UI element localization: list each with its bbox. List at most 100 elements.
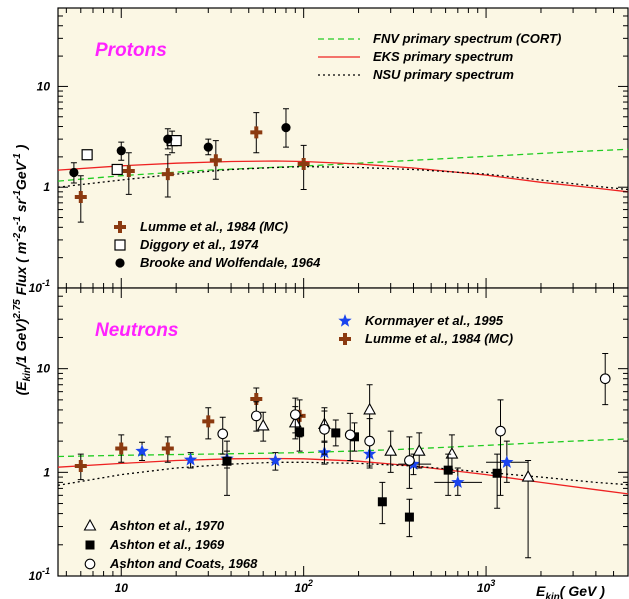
legend-label: Ashton et al., 1969 bbox=[109, 537, 225, 552]
legend-marker bbox=[114, 239, 126, 251]
series-filled-circle-protons bbox=[69, 108, 291, 184]
data-point bbox=[451, 475, 465, 488]
data-point bbox=[69, 167, 79, 178]
data-point bbox=[122, 164, 135, 177]
legend-marker bbox=[338, 314, 352, 327]
data-point bbox=[492, 468, 502, 478]
data-point bbox=[115, 442, 128, 455]
data-point bbox=[217, 428, 229, 440]
error-bar bbox=[497, 399, 504, 496]
data-point bbox=[599, 373, 611, 385]
data-point bbox=[256, 418, 270, 431]
curve-eks-protons bbox=[57, 160, 629, 193]
data-point bbox=[161, 442, 174, 455]
legend-label: Kornmayer et al., 1995 bbox=[365, 313, 504, 328]
data-point bbox=[209, 154, 222, 167]
data-point bbox=[163, 134, 173, 144]
data-point bbox=[268, 453, 283, 467]
data-point bbox=[183, 452, 198, 466]
legend-marker bbox=[115, 258, 125, 268]
data-point bbox=[412, 444, 426, 456]
data-point bbox=[297, 157, 310, 170]
axes: 10-1 1 10 10-1 1 10 10 102 103 bbox=[29, 7, 629, 595]
legend-label: Lumme et al., 1984 (MC) bbox=[365, 331, 513, 346]
y-tick-label: 1 bbox=[43, 180, 50, 194]
legend-label: Lumme et al., 1984 (MC) bbox=[140, 219, 288, 234]
legend-label: NSU primary spectrum bbox=[373, 67, 514, 82]
data-point bbox=[250, 392, 263, 405]
x-tick-label: 102 bbox=[294, 578, 312, 595]
plot-area-protons bbox=[57, 7, 629, 289]
curve-fnv-neutrons bbox=[57, 438, 629, 458]
data-point bbox=[500, 455, 514, 468]
x-axis-title: Ekin( GeV ) bbox=[536, 583, 605, 599]
error-bar bbox=[224, 440, 231, 496]
legend-label: Brooke and Wolfendale, 1964 bbox=[140, 255, 321, 270]
curve-fnv-protons bbox=[57, 148, 629, 182]
y-tick-label: 10-1 bbox=[29, 278, 50, 295]
data-points-protons bbox=[69, 108, 310, 223]
data-point bbox=[170, 135, 182, 147]
legend-marker bbox=[339, 333, 351, 345]
y-axis-title: (Ekin/1 GeV)2.75 Flux ( m-2s-1 sr-1GeV-1… bbox=[12, 144, 33, 395]
data-point bbox=[289, 409, 301, 421]
data-point bbox=[135, 444, 149, 457]
y-tick-label: 10-1 bbox=[29, 566, 50, 583]
data-point bbox=[363, 402, 377, 415]
error-bar bbox=[494, 453, 501, 509]
legend-marker bbox=[114, 221, 126, 233]
data-point bbox=[377, 497, 387, 507]
data-point bbox=[521, 469, 535, 482]
y-tick-label: 10 bbox=[37, 79, 51, 93]
error-bar bbox=[445, 453, 452, 496]
legend-marker bbox=[84, 558, 96, 570]
data-point bbox=[443, 465, 453, 475]
data-point bbox=[250, 126, 263, 139]
data-point bbox=[331, 428, 341, 438]
data-point bbox=[81, 149, 93, 161]
panel-bottom: Neutrons Kornmayer et al., 1995 Lumme et … bbox=[57, 287, 629, 577]
data-point bbox=[161, 168, 174, 181]
data-point bbox=[74, 190, 87, 203]
legend-label: FNV primary spectrum (CORT) bbox=[373, 31, 561, 46]
series-cross-protons bbox=[74, 112, 310, 223]
panel-top: Protons FNV primary spectrum (CORT) EKS p… bbox=[57, 7, 629, 289]
data-point bbox=[295, 427, 305, 437]
legend-protons: FNV primary spectrum (CORT) EKS primary s… bbox=[114, 31, 561, 270]
series-open-circle-neutrons bbox=[217, 353, 611, 496]
data-point bbox=[319, 423, 330, 435]
legend-label: EKS primary spectrum bbox=[373, 49, 514, 64]
legend-neutrons: Kornmayer et al., 1995 Lumme et al., 1984… bbox=[83, 313, 513, 571]
data-point bbox=[384, 444, 398, 456]
data-point bbox=[250, 410, 262, 422]
data-point bbox=[344, 429, 356, 441]
legend-label: Ashton et al., 1970 bbox=[109, 518, 225, 533]
y-tick-label: 10 bbox=[37, 362, 51, 376]
data-point bbox=[404, 512, 414, 522]
x-tick-label: 10 bbox=[115, 581, 129, 595]
y-tick-label: 1 bbox=[43, 465, 50, 479]
data-points-neutrons bbox=[74, 353, 611, 559]
data-point bbox=[364, 435, 375, 447]
legend-marker bbox=[85, 540, 95, 550]
data-point bbox=[495, 425, 506, 437]
data-point bbox=[116, 146, 126, 156]
data-point bbox=[111, 163, 123, 176]
curve-eks-neutrons bbox=[57, 457, 629, 495]
curve-nsu-neutrons bbox=[57, 461, 629, 486]
legend-marker bbox=[83, 518, 97, 531]
x-tick-label: 103 bbox=[477, 578, 495, 595]
panel-title-neutrons: Neutrons bbox=[95, 320, 178, 341]
data-point bbox=[222, 456, 232, 466]
data-point bbox=[445, 446, 459, 459]
data-point bbox=[404, 455, 415, 466]
data-point bbox=[202, 415, 215, 428]
data-point bbox=[74, 460, 87, 473]
data-point bbox=[203, 142, 213, 152]
panel-title-protons: Protons bbox=[95, 40, 167, 61]
data-point bbox=[281, 123, 291, 133]
model-curves-neutrons bbox=[57, 438, 629, 495]
series-filled-square-neutrons bbox=[222, 415, 502, 538]
legend-label: Diggory et al., 1974 bbox=[140, 237, 259, 252]
model-curves-protons bbox=[57, 148, 629, 193]
